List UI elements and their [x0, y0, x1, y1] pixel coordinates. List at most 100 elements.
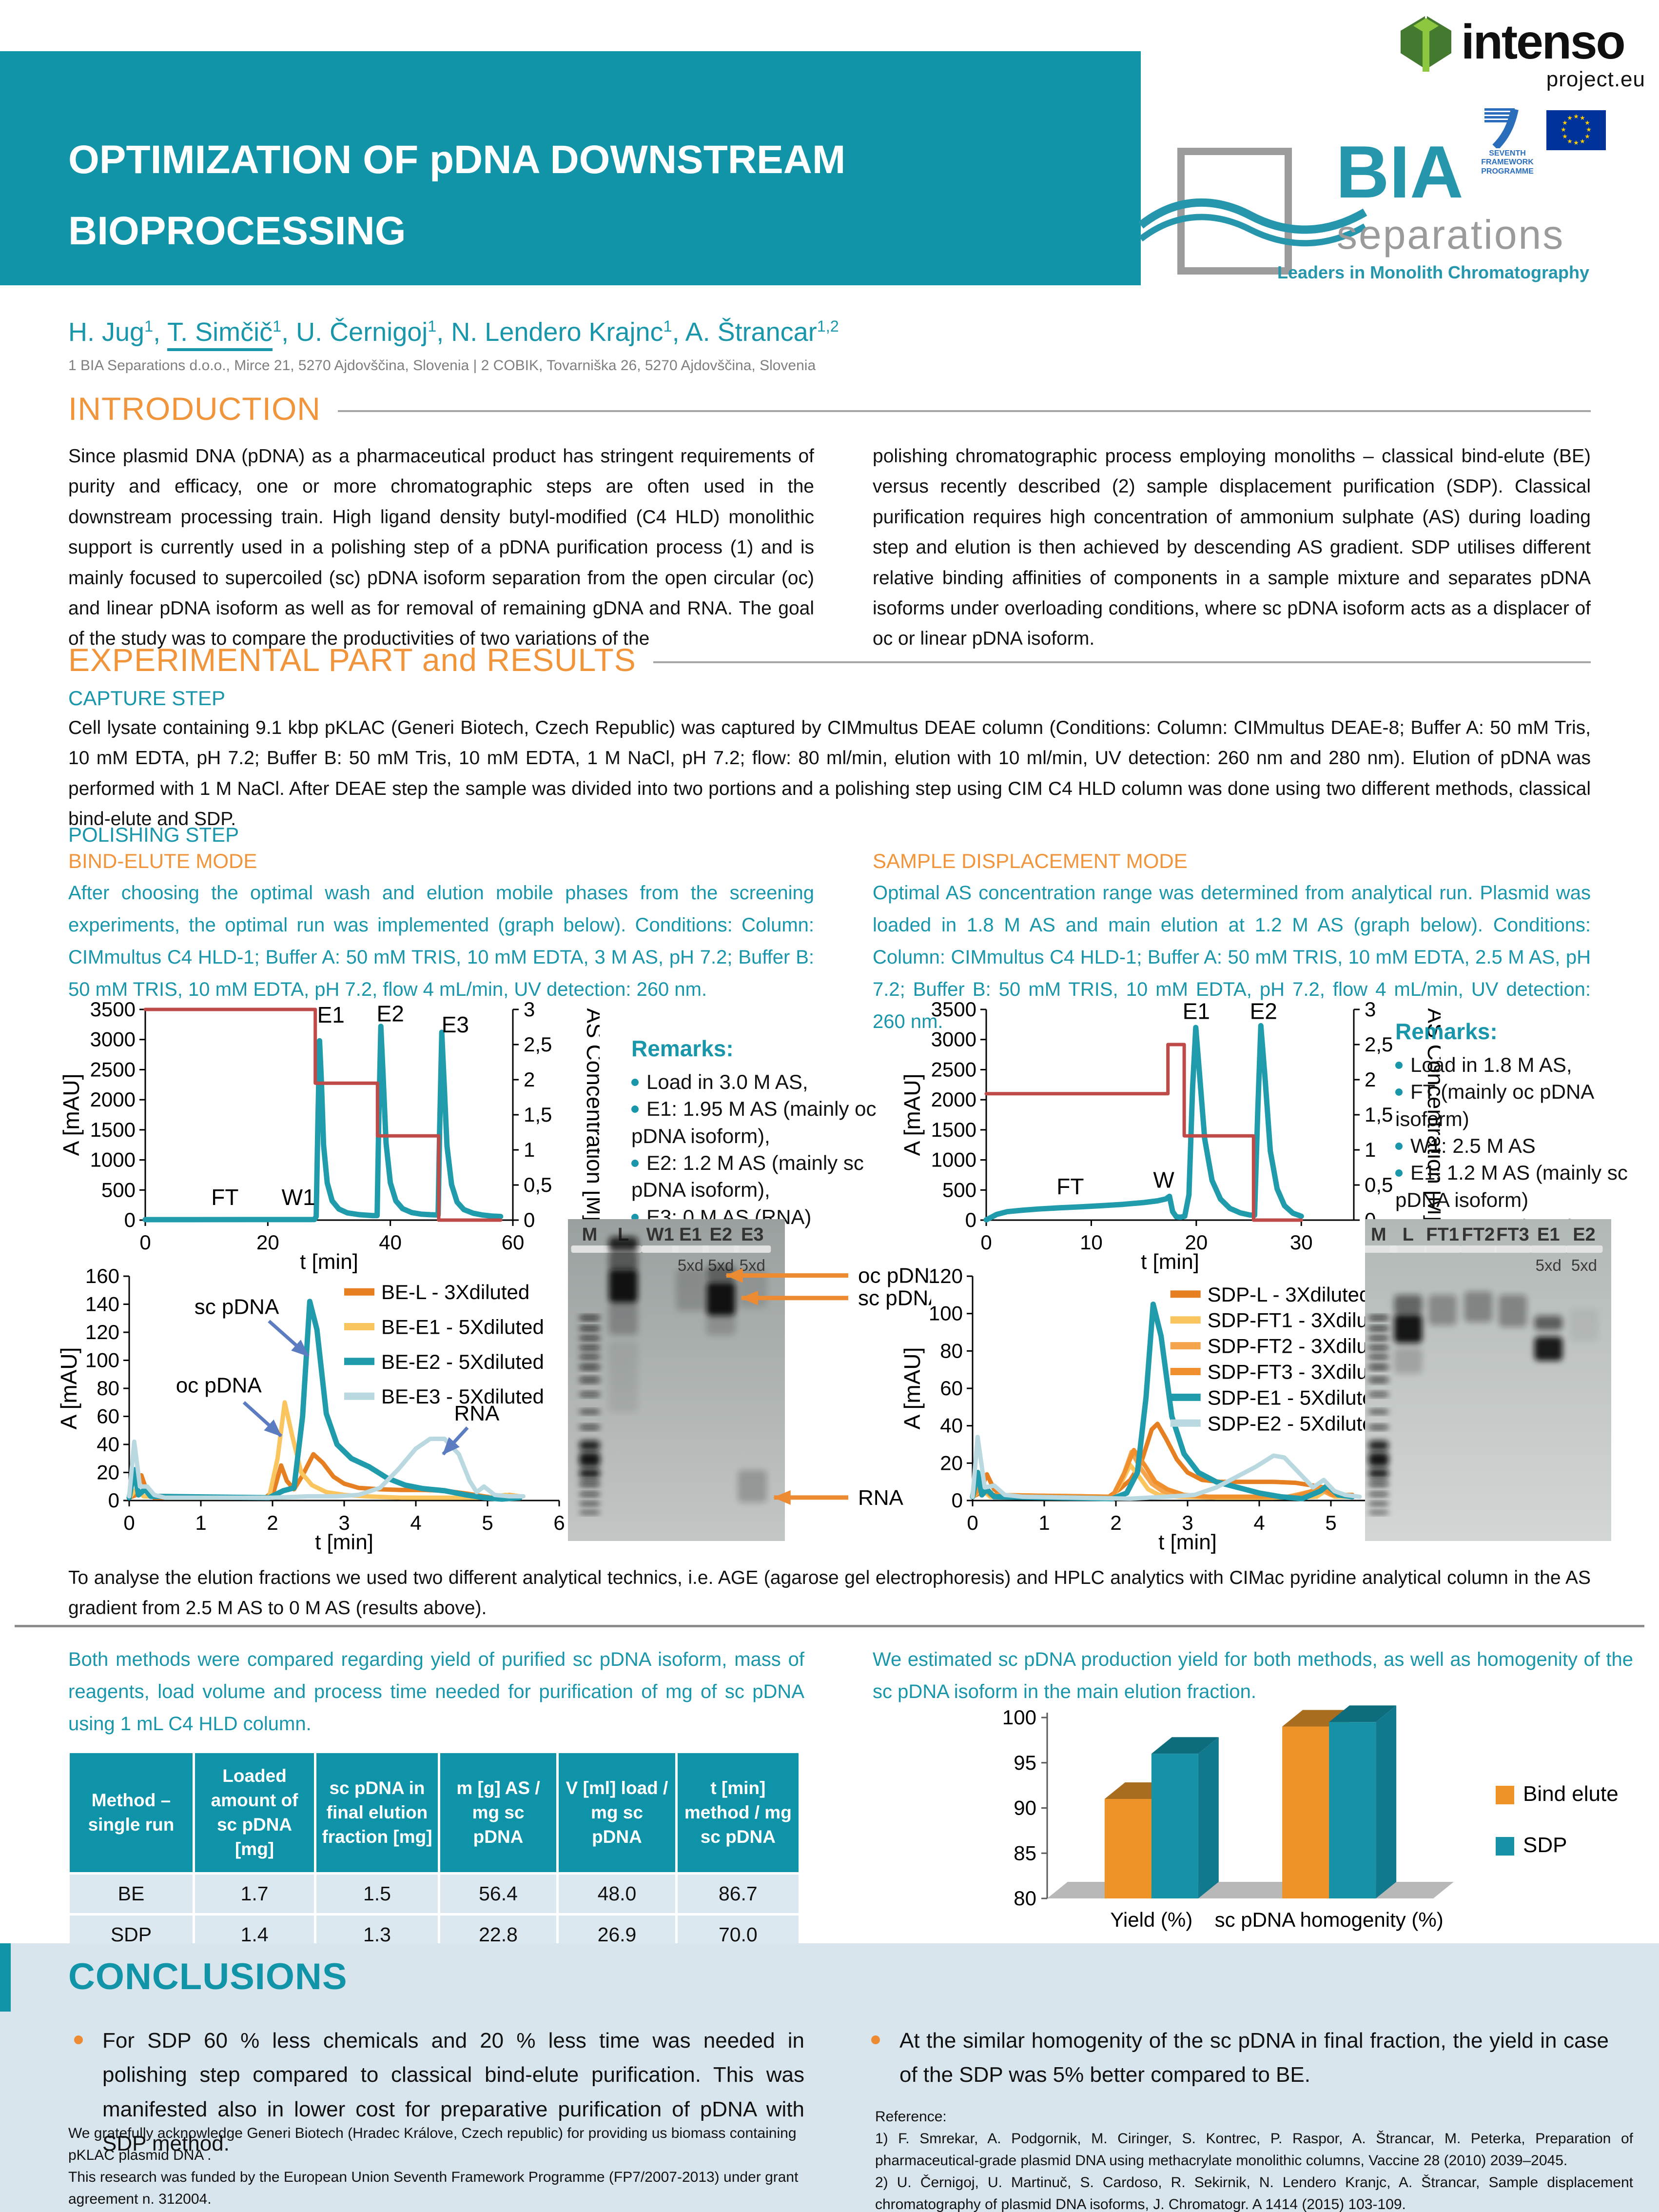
comparison-table-body: BE 1.7 1.5 56.4 48.0 86.7 SDP 1.4 1.3 22… [70, 1874, 799, 1954]
gel-well [734, 1245, 771, 1253]
bia-separations-label: separations [1337, 212, 1565, 257]
fp7-logo: SEVENTH FRAMEWORK PROGRAMME [1475, 108, 1538, 176]
fp7-caption-line: PROGRAMME [1481, 167, 1534, 176]
annotation-arrow-icon [268, 1320, 310, 1358]
table-header-cell: m [g] AS / mg sc pDNA [440, 1753, 557, 1872]
svg-text:★: ★ [1573, 139, 1579, 146]
gel-band [608, 1237, 638, 1251]
table-header-cell: sc pDNA in final elution fraction [mg] [316, 1753, 438, 1872]
x-tick-label: 5 [1325, 1511, 1336, 1534]
svg-text:★: ★ [1562, 119, 1568, 126]
references: Reference: 1) F. Smrekar, A. Podgornik, … [875, 2106, 1633, 2212]
author-affil-sup: 1,2 [817, 317, 839, 335]
y2-tick-label: 2,5 [524, 1033, 552, 1056]
bar-top [1151, 1737, 1219, 1754]
bia-rect-icon [1177, 148, 1292, 275]
gel-band [579, 1326, 600, 1331]
analysis-note: To analyse the elution fractions we used… [68, 1567, 1591, 1619]
peak-label: E1 [317, 1002, 345, 1027]
remarks-list: Load in 3.0 M AS, E1: 1.95 M AS (mainly … [631, 1068, 904, 1231]
remark-item: Load in 3.0 M AS, [631, 1068, 904, 1095]
gel-band [1368, 1481, 1389, 1486]
table-cell: 48.0 [559, 1874, 675, 1913]
y-tick-label: 80 [940, 1339, 963, 1362]
capture-step-text: Cell lysate containing 9.1 kbp pKLAC (Ge… [68, 717, 1591, 830]
fp7-caption-line: SEVENTH FRAMEWORK [1481, 149, 1534, 167]
svg-text:★: ★ [1580, 114, 1585, 121]
y-tick-label: 20 [940, 1451, 963, 1474]
y-tick-label: 1500 [931, 1118, 976, 1141]
peak-label: FT [1056, 1174, 1084, 1199]
table-cell: 56.4 [440, 1874, 557, 1913]
introduction-col1: Since plasmid DNA (pDNA) as a pharmaceut… [68, 446, 814, 650]
legend-label: SDP-E1 - 5Xdiluted [1208, 1386, 1385, 1409]
conclusions-accent-stripe [0, 1943, 11, 2012]
gel-band [1570, 1309, 1599, 1342]
gel-band [579, 1345, 600, 1350]
y2-tick-label: 1,5 [1365, 1103, 1393, 1126]
fp7-icon [1484, 108, 1519, 148]
y-tick-label: 100 [85, 1349, 119, 1372]
bar-side [1376, 1705, 1397, 1898]
remark-text: E1: 1.2 M AS (mainly sc pDNA isoform) [1395, 1161, 1628, 1211]
series-SDP-E1 - 5Xdiluted [970, 1302, 1355, 1501]
remark-text: FT (mainly oc pDNA isoform) [1395, 1080, 1593, 1130]
gel-band [1394, 1348, 1423, 1374]
remarks-heading: Remarks: [631, 1036, 734, 1061]
gel-band [579, 1468, 600, 1479]
y-tick-label: 140 [85, 1293, 119, 1316]
gel-band [579, 1316, 600, 1320]
bind-elute-mode-text: After choosing the optimal wash and elut… [68, 882, 814, 1000]
x-tick-label: 60 [502, 1231, 525, 1254]
acknowledgement-line: We gratefully acknowledge Generi Biotech… [68, 2125, 797, 2163]
legend-label: SDP-L - 3Xdiluted [1208, 1283, 1371, 1306]
gel-well [642, 1245, 679, 1253]
x-tick-label: 40 [379, 1231, 402, 1254]
x-tick-label: 0 [967, 1511, 978, 1534]
gel-annotation-label: sc pDNA [858, 1286, 931, 1310]
x-tick-label: 1 [1038, 1511, 1050, 1534]
legend-label: SDP [1523, 1833, 1567, 1857]
y2-tick-label: 0 [524, 1208, 535, 1231]
table-header-cell: Loaded amount of sc pDNA [mg] [195, 1753, 314, 1872]
gel-band [608, 1303, 638, 1335]
gel-band [1368, 1510, 1389, 1515]
gel-band [608, 1341, 638, 1412]
acknowledgement: We gratefully acknowledge Generi Biotech… [68, 2122, 829, 2210]
gel-band [579, 1501, 600, 1506]
svg-text:★: ★ [1584, 119, 1590, 126]
bar-Bind elute [1104, 1798, 1152, 1898]
intenso-subtitle: project.eu [1546, 67, 1645, 91]
remarks-list: Load in 1.8 M AS, FT (mainly oc pDNA iso… [1395, 1051, 1656, 1241]
gel-band [1368, 1501, 1389, 1506]
eu-flag-icon: ★ ★★ ★★★ ★★★ ★★★ [1546, 110, 1606, 150]
author-affil-sup: 1 [273, 317, 282, 335]
y2-tick-label: 2 [524, 1068, 535, 1091]
gel-band [1368, 1468, 1389, 1479]
y-axis-label: A [mAU] [56, 1347, 81, 1430]
sdp-mode-text: Optimal AS concentration range was deter… [873, 882, 1591, 1032]
peak-label: W1 [282, 1185, 315, 1210]
gel-well [1530, 1245, 1567, 1253]
remark-text: E1: 1.95 M AS (mainly oc pDNA isoform), [631, 1097, 877, 1147]
svg-text:★: ★ [1584, 133, 1590, 140]
legend-label: SDP-FT2 - 3Xdiluted [1208, 1335, 1396, 1358]
legend-label: SDP-E2 - 5Xdiluted [1208, 1412, 1385, 1435]
x-tick-label: 6 [553, 1511, 565, 1534]
table-header-row: Method – single run Loaded amount of sc … [70, 1753, 799, 1872]
gel-band [1394, 1295, 1423, 1314]
gel-band [579, 1409, 600, 1414]
svg-text:★: ★ [1567, 114, 1573, 121]
bullet-icon [631, 1106, 639, 1113]
gel-lane-label: E2 [709, 1224, 732, 1245]
chromatogram-bind-elute: 0 20 40 60050010001500200025003000350000,51… [59, 998, 600, 1274]
x-axis-label: t [min] [300, 1250, 358, 1274]
experimental-heading-row: EXPERIMENTAL PART and RESULTS [68, 641, 1591, 678]
remark-item: E2: 1.2 M AS (mainly sc pDNA isoform), [631, 1149, 904, 1204]
experimental-heading: EXPERIMENTAL PART and RESULTS [68, 642, 636, 678]
yield-intro: We estimated sc pDNA production yield fo… [873, 1649, 1633, 1702]
author-affil-sup: 1 [144, 317, 154, 335]
x-tick-label: 10 [1080, 1231, 1103, 1254]
